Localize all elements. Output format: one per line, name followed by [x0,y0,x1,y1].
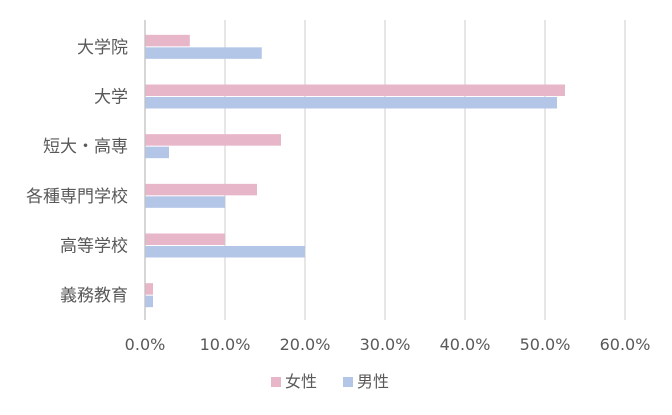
bar-male [145,97,557,109]
x-tick-label: 50.0% [520,335,571,354]
x-tick-label: 60.0% [600,335,651,354]
bar-male [145,246,305,258]
bar-female [145,233,225,245]
x-tick-label: 30.0% [360,335,411,354]
legend-label: 女性 [285,372,317,391]
bar-male [145,196,225,208]
gridlines [144,20,626,320]
x-tick-label: 40.0% [440,335,491,354]
bar-female [145,283,153,295]
category-label: 大学 [94,88,128,108]
bar-female [145,34,190,47]
legend-swatch [343,377,353,387]
x-tick-label: 10.0% [200,335,251,354]
bar-male [145,47,262,59]
legend-swatch [271,377,281,387]
bars [145,34,565,308]
x-tick-label: 0.0% [125,335,166,354]
legend-label: 男性 [357,372,389,391]
bar-female [145,84,565,96]
category-label: 高等学校 [60,237,128,257]
x-tick-label: 20.0% [280,335,331,354]
x-axis-tick-labels: 0.0% 10.0% 20.0% 30.0% 40.0% 50.0% 60.0% [125,335,651,354]
category-label: 義務教育 [60,286,128,306]
legend: 女性 男性 [271,372,389,391]
category-label: 大学院 [77,38,128,58]
bar-female [145,134,281,146]
bar-male [145,295,153,308]
bar-female [145,183,257,196]
bar-male [145,146,169,159]
category-label: 各種専門学校 [26,187,128,207]
category-label: 短大・高専 [43,137,128,157]
